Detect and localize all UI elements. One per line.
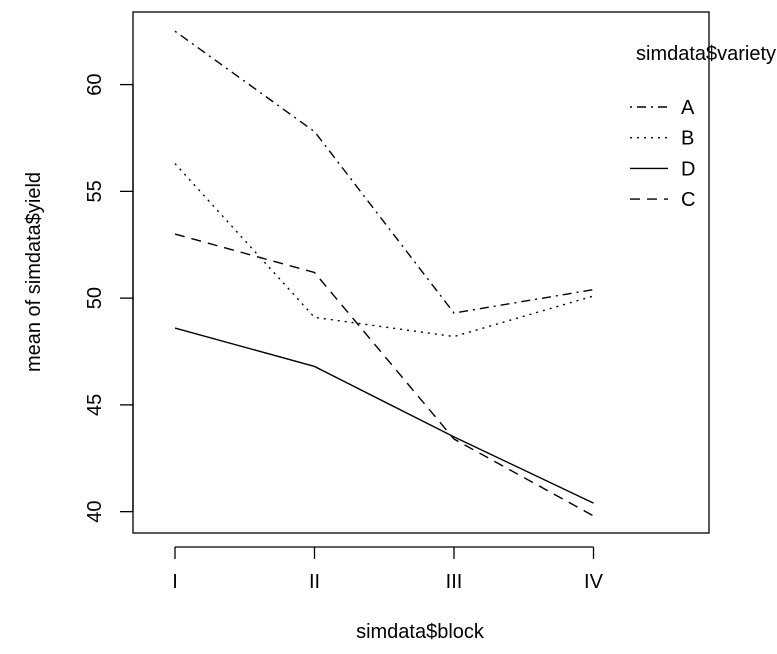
legend-label-c: C	[681, 189, 695, 211]
legend-label-b: B	[681, 128, 694, 150]
series-line-c	[174, 233, 594, 517]
legend-label-d: D	[681, 158, 695, 180]
y-tick-label: 45	[84, 394, 106, 416]
y-tick-label: 40	[84, 501, 106, 523]
series-line-b	[174, 163, 594, 338]
y-axis-title: mean of simdata$yield	[23, 172, 45, 372]
x-tick-label: II	[309, 571, 320, 593]
y-tick-label: 60	[84, 73, 106, 95]
y-tick-label: 55	[84, 180, 106, 202]
plot-frame	[132, 11, 710, 534]
series-line-a	[174, 30, 594, 314]
y-axis: 40 45 50 55 60	[84, 73, 134, 523]
x-tick-label: IV	[584, 571, 604, 593]
legend-title: simdata$variety	[636, 43, 776, 65]
x-tick-label: III	[446, 571, 463, 593]
series-line-d	[174, 327, 594, 504]
x-axis: I II III IV	[172, 546, 604, 593]
legend-label-a: A	[681, 97, 695, 119]
y-tick-label: 50	[84, 287, 106, 309]
x-axis-title: simdata$block	[356, 621, 485, 643]
series-layer	[174, 30, 594, 517]
x-tick-label: I	[172, 571, 178, 593]
